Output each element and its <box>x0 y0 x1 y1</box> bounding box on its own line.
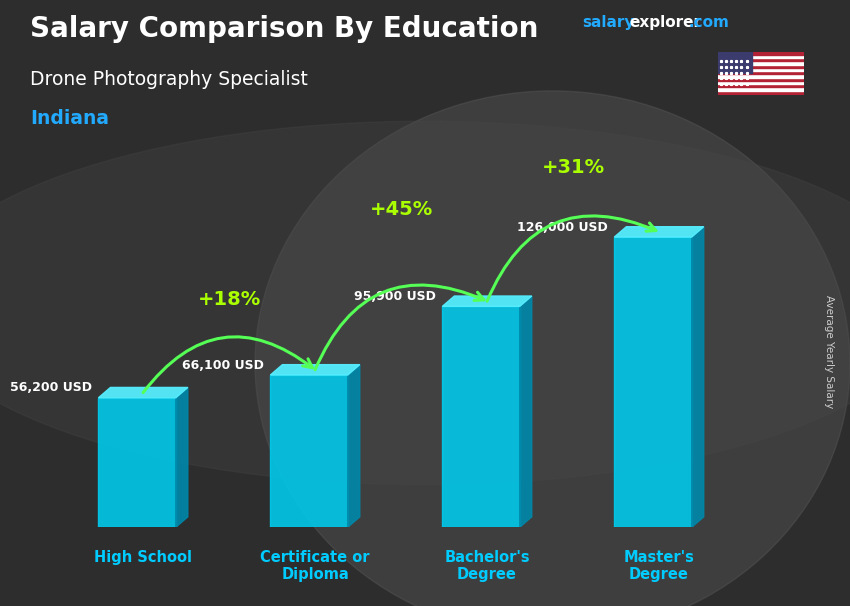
Text: High School: High School <box>94 550 192 565</box>
Text: +18%: +18% <box>197 290 261 308</box>
Text: Average Yearly Salary: Average Yearly Salary <box>824 295 834 408</box>
Text: Drone Photography Specialist: Drone Photography Specialist <box>30 70 308 88</box>
Text: Indiana: Indiana <box>30 109 109 128</box>
FancyArrowPatch shape <box>143 337 312 393</box>
Polygon shape <box>615 227 704 237</box>
Text: 66,100 USD: 66,100 USD <box>182 359 264 371</box>
Ellipse shape <box>255 91 850 606</box>
Polygon shape <box>442 307 519 527</box>
Polygon shape <box>270 375 348 527</box>
Text: explorer: explorer <box>629 15 701 30</box>
Polygon shape <box>348 365 360 527</box>
Polygon shape <box>519 296 532 527</box>
Polygon shape <box>442 296 532 307</box>
Text: .com: .com <box>688 15 729 30</box>
FancyArrowPatch shape <box>487 216 656 301</box>
Text: Certificate or
Diploma: Certificate or Diploma <box>260 550 370 582</box>
Text: 95,900 USD: 95,900 USD <box>354 290 435 303</box>
Polygon shape <box>176 387 188 527</box>
Text: Master's
Degree: Master's Degree <box>624 550 694 582</box>
FancyArrowPatch shape <box>315 285 484 370</box>
Ellipse shape <box>0 121 850 485</box>
Polygon shape <box>692 227 704 527</box>
Polygon shape <box>270 365 360 375</box>
Polygon shape <box>615 237 692 527</box>
Polygon shape <box>99 398 176 527</box>
Text: +31%: +31% <box>541 159 604 178</box>
Text: Salary Comparison By Education: Salary Comparison By Education <box>30 15 538 43</box>
Text: 56,200 USD: 56,200 USD <box>9 381 92 395</box>
Text: salary: salary <box>582 15 635 30</box>
Text: +45%: +45% <box>370 200 433 219</box>
Text: Bachelor's
Degree: Bachelor's Degree <box>445 550 530 582</box>
Polygon shape <box>99 387 188 398</box>
Text: 126,000 USD: 126,000 USD <box>517 221 608 234</box>
